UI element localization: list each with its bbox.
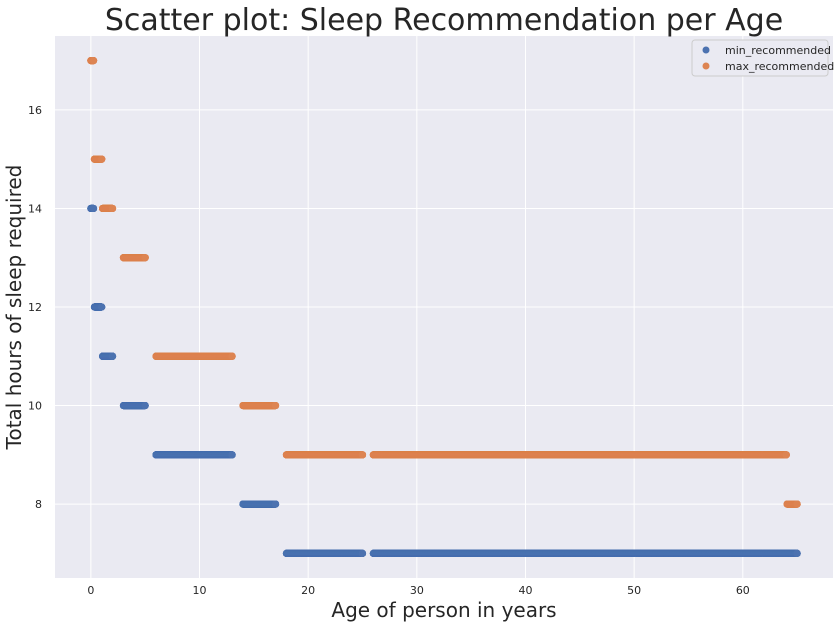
x-tick-label: 20 (301, 584, 315, 597)
point-min-recommended (141, 401, 149, 410)
y-tick-label: 14 (28, 202, 42, 215)
y-tick-labels: 8 10 12 14 16 (28, 104, 42, 511)
y-tick-label: 10 (28, 400, 42, 413)
y-tick-label: 8 (35, 498, 42, 511)
point-min-recommended (108, 352, 117, 360)
x-tick-label: 10 (193, 584, 207, 597)
x-tick-label: 0 (87, 584, 94, 597)
y-tick-label: 16 (28, 104, 42, 117)
point-min-recommended (98, 303, 106, 311)
x-tick-label: 30 (410, 584, 424, 597)
grid-lines (55, 36, 833, 578)
data-points (87, 57, 801, 557)
x-tick-label: 50 (627, 584, 641, 597)
x-tick-label: 60 (736, 584, 750, 597)
point-min-recommended (228, 451, 236, 459)
x-tick-labels: 0 10 20 30 40 50 60 (87, 584, 749, 597)
y-tick-label: 12 (28, 301, 42, 314)
x-tick-label: 40 (518, 584, 532, 597)
point-min-recommended (89, 204, 98, 213)
